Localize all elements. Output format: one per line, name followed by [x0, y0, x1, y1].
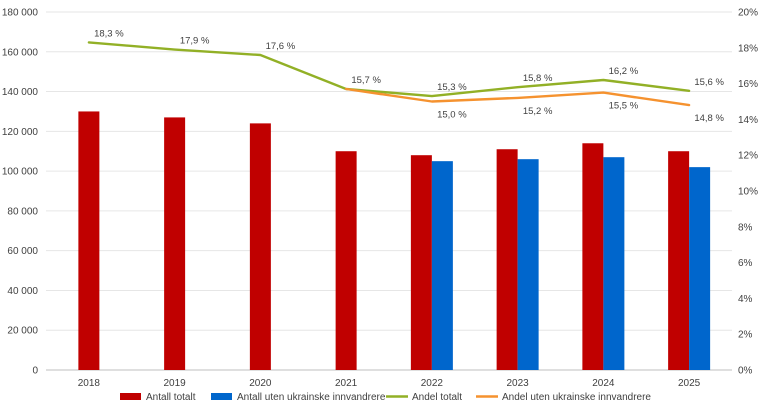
bar: [431, 161, 453, 370]
legend-swatch: [211, 393, 232, 400]
bar: [496, 149, 518, 370]
x-tick-label: 2024: [592, 378, 615, 389]
bar-series: [78, 111, 711, 371]
y2-tick-label: 12%: [738, 151, 758, 162]
bar: [603, 157, 625, 370]
y-axis-right: 0% 2% 4% 6% 8% 10% 12% 14% 16% 18% 20%: [738, 8, 758, 377]
legend-swatch: [120, 393, 141, 400]
y2-tick-label: 18%: [738, 43, 758, 54]
y-tick-label: 100 000: [2, 167, 39, 178]
y2-tick-label: 20%: [738, 8, 758, 19]
y2-tick-label: 14%: [738, 115, 758, 126]
x-tick-label: 2022: [421, 378, 444, 389]
data-label: 15,8 %: [523, 73, 553, 84]
y2-tick-label: 4%: [738, 294, 753, 305]
y-tick-label: 40 000: [7, 286, 38, 297]
data-label: 15,7 %: [351, 75, 381, 86]
line-series: [87, 41, 691, 107]
data-label: 16,2 %: [609, 66, 639, 77]
bar: [335, 151, 357, 370]
data-label: 15,2 %: [523, 106, 553, 117]
bar: [410, 155, 432, 370]
y-axis-left: 0 20 000 40 000 60 000 80 000 100 000 120 000 1…: [2, 8, 39, 377]
y-tick-label: 20 000: [7, 326, 38, 337]
y-tick-label: 60 000: [7, 246, 38, 257]
x-tick-label: 2020: [249, 378, 272, 389]
y-tick-label: 80 000: [7, 206, 38, 217]
x-axis: 2018 2019 2020 2021 2022 2023 2024 2025: [78, 378, 701, 389]
bar: [668, 151, 690, 370]
y2-tick-label: 0%: [738, 366, 753, 377]
data-label: 14,8 %: [694, 113, 724, 124]
bar: [164, 117, 186, 371]
data-label: 15,0 %: [437, 110, 467, 121]
x-tick-label: 2018: [78, 378, 101, 389]
data-label: 15,3 %: [437, 82, 467, 93]
bar: [689, 167, 711, 370]
y2-tick-label: 6%: [738, 258, 753, 269]
y-tick-label: 0: [32, 366, 38, 377]
y2-tick-label: 16%: [738, 79, 758, 90]
legend: Antall totalt Antall uten ukrainske innva…: [120, 392, 651, 403]
data-label: 17,9 %: [180, 36, 210, 47]
x-tick-label: 2021: [335, 378, 358, 389]
legend-label: Antall totalt: [146, 392, 196, 403]
bar: [249, 123, 271, 370]
legend-label: Andel totalt: [412, 392, 462, 403]
data-label: 18,3 %: [94, 28, 124, 39]
y2-tick-label: 2%: [738, 330, 753, 341]
y-tick-label: 160 000: [2, 47, 39, 58]
data-label: 17,6 %: [266, 41, 296, 52]
x-tick-label: 2025: [678, 378, 701, 389]
y-tick-label: 120 000: [2, 127, 39, 138]
bar: [582, 143, 604, 370]
gridlines: [46, 11, 732, 371]
x-tick-label: 2023: [507, 378, 530, 389]
series-line: [87, 41, 691, 98]
data-label: 15,6 %: [694, 77, 724, 88]
legend-label: Andel uten ukrainske innvandrere: [502, 392, 651, 403]
bar: [517, 159, 539, 370]
data-labels: 18,3 % 17,9 % 17,6 % 15,7 % 15,3 % 15,8 % 16,2…: [94, 28, 724, 124]
y2-tick-label: 10%: [738, 187, 758, 198]
y-tick-label: 180 000: [2, 8, 39, 19]
y2-tick-label: 8%: [738, 222, 753, 233]
legend-label: Antall uten ukrainske innvandrere: [237, 392, 386, 403]
series-line: [344, 87, 691, 107]
y-tick-label: 140 000: [2, 87, 39, 98]
x-tick-label: 2019: [164, 378, 187, 389]
bar: [78, 111, 100, 370]
data-label: 15,5 %: [609, 101, 639, 112]
